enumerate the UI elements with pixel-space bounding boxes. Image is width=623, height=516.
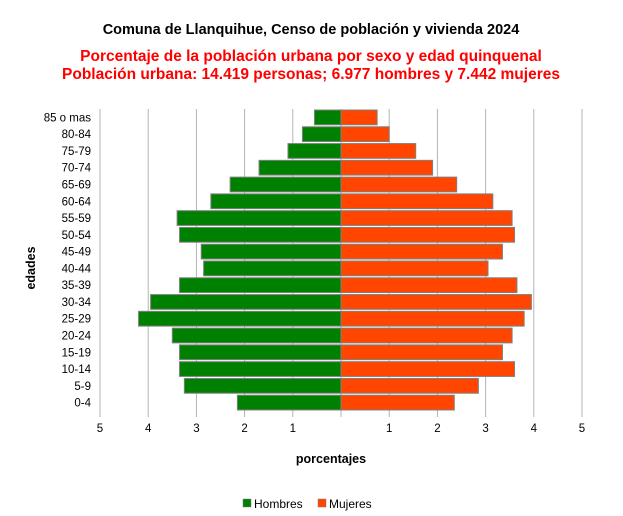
x-tick-label: 2 [434,423,440,435]
bar-hombres-60-64 [210,193,342,210]
bar-hombres-50-54 [179,226,342,243]
bar-mujeres-20-24 [340,327,513,344]
y-tick-label: 20-24 [62,331,92,343]
y-tick-label: 35-39 [62,280,91,292]
y-tick-label: 70-74 [62,163,92,175]
y-tick-label: 25-29 [62,314,91,326]
y-tick-label: 50-54 [62,230,92,242]
y-tick-label: 60-64 [62,196,92,208]
legend-label-hombres: Hombres [254,497,303,511]
y-axis-title: edades [24,246,38,289]
y-tick-label: 85 o mas [44,112,92,124]
bar-hombres-25-29 [138,310,342,327]
bars-group [138,109,532,411]
bar-hombres-65-69 [229,176,342,193]
y-tick-label: 0-4 [74,398,91,410]
y-tick-label: 30-34 [62,297,92,309]
x-tick-label: 3 [193,423,199,435]
bar-hombres-5-9 [183,377,342,394]
x-tick-label: 4 [145,423,152,435]
bar-hombres-40-44 [203,260,342,277]
bar-mujeres-60-64 [340,193,494,210]
legend-swatch-hombres [242,498,252,508]
bar-mujeres-10-14 [340,361,516,377]
y-tick-label: 5-9 [74,381,91,393]
bar-hombres-70-74 [258,159,342,176]
x-tick-label: 2 [241,423,247,435]
bar-hombres-55-59 [176,210,342,226]
bar-mujeres-55-59 [340,210,513,226]
legend-label-mujeres: Mujeres [329,497,372,511]
bar-mujeres-35-39 [340,277,518,294]
chart-subtitle-line-1: Porcentaje de la población urbana por se… [80,48,542,65]
y-tick-label: 15-19 [62,347,91,359]
legend-swatch-mujeres [317,498,327,508]
bar-hombres-15-19 [179,344,342,361]
bar-mujeres-15-19 [340,344,503,361]
bar-hombres-35-39 [179,277,342,294]
bar-mujeres-70-74 [340,159,434,176]
x-tick-label: 1 [386,423,392,435]
bar-hombres-30-34 [150,294,342,310]
bar-hombres-85-o-mas [313,109,342,126]
legend: Hombres Mujeres [242,497,372,511]
bar-mujeres-25-29 [340,310,525,327]
bar-hombres-80-84 [301,126,342,143]
bar-mujeres-80-84 [340,126,390,143]
y-tick-label: 80-84 [62,129,92,141]
x-tick-labels: 5 4 3 2 1 1 2 3 4 5 [97,423,585,435]
chart-subtitle-line-2: Población urbana: 14.419 personas; 6.977… [62,66,560,83]
bar-mujeres-0-4 [340,394,455,411]
y-tick-label: 40-44 [62,263,92,275]
bar-hombres-0-4 [236,394,342,411]
bar-mujeres-30-34 [340,294,532,310]
x-tick-label: 3 [482,423,488,435]
bar-mujeres-5-9 [340,377,479,394]
bar-hombres-45-49 [200,243,342,260]
y-tick-labels: 85 o mas 80-84 75-79 70-74 65-69 60-64 55-59 50… [44,112,92,409]
x-tick-label: 5 [97,423,103,435]
y-tick-label: 65-69 [62,180,91,192]
x-tick-label: 5 [579,423,585,435]
bar-hombres-20-24 [171,327,342,344]
bar-mujeres-40-44 [340,260,489,277]
bar-hombres-75-79 [287,143,342,159]
bar-mujeres-65-69 [340,176,458,193]
y-tick-label: 45-49 [62,247,91,259]
bar-mujeres-45-49 [340,243,503,260]
x-axis-title: porcentajes [296,452,366,466]
x-tick-label: 4 [531,423,538,435]
y-tick-label: 75-79 [62,146,91,158]
x-tick-label: 1 [290,423,296,435]
bar-hombres-10-14 [179,361,342,377]
y-tick-label: 10-14 [62,364,92,376]
bar-mujeres-85-o-mas [340,109,378,126]
y-tick-label: 55-59 [62,213,91,225]
bar-mujeres-50-54 [340,226,516,243]
bar-mujeres-75-79 [340,143,417,159]
chart-title: Comuna de Llanquihue, Censo de población… [103,22,520,38]
